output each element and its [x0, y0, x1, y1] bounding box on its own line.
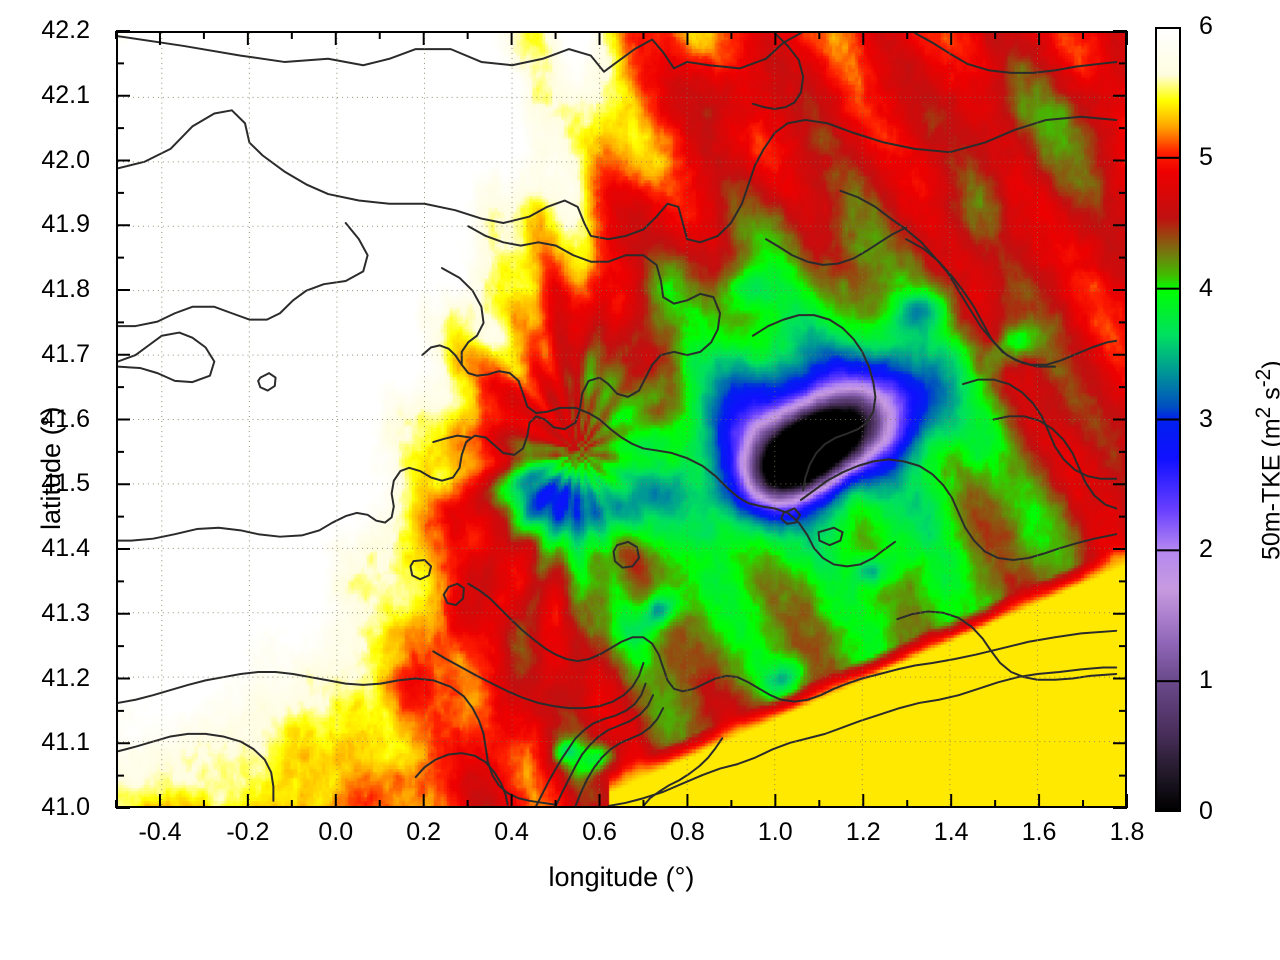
colorbar-tick-label: 0: [1199, 797, 1213, 825]
heatmap-plot-area: [116, 31, 1127, 808]
y-tick-label: 42.2: [41, 16, 90, 44]
y-tick-label: 41.5: [41, 469, 90, 498]
colorbar-gradient: [1157, 29, 1179, 810]
y-tick-label: 41.4: [41, 534, 90, 562]
y-tick-label: 41.6: [41, 404, 90, 433]
y-tick-label: 41.7: [41, 339, 90, 368]
x-tick-label: -0.2: [226, 818, 270, 846]
y-tick-label: 41.1: [41, 728, 90, 757]
x-tick-label: 1.2: [845, 818, 881, 846]
colorbar-title: 50m-TKE (m2 s-2): [1252, 360, 1280, 560]
colorbar-tick-label: 2: [1199, 535, 1213, 564]
x-tick-label: 0.2: [406, 818, 442, 846]
x-tick-label: 0.6: [582, 818, 617, 846]
y-tick-label: 41.2: [41, 663, 90, 692]
x-tick-label: 1.4: [933, 818, 969, 846]
x-tick-label: 0.0: [318, 818, 354, 846]
x-tick-label: 0.8: [670, 818, 705, 846]
y-axis-title: latitude (°): [36, 406, 66, 530]
colorbar-tick-label: 5: [1199, 142, 1213, 171]
y-tick-label: 42.0: [41, 145, 90, 174]
y-tick-label: 42.1: [41, 80, 90, 109]
colorbar-tick-label: 6: [1199, 12, 1213, 40]
colorbar-tick-label: 3: [1199, 404, 1213, 433]
x-tick-label: -0.4: [138, 818, 182, 846]
colorbar: [1155, 27, 1181, 812]
colorbar-tick-label: 4: [1199, 273, 1213, 302]
x-tick-label: 1.0: [757, 818, 793, 846]
x-tick-label: 1.8: [1109, 818, 1145, 846]
x-tick-label: 0.4: [494, 818, 529, 846]
y-tick-label: 41.0: [41, 793, 90, 821]
y-tick-label: 41.8: [41, 275, 90, 303]
x-axis-title: longitude (°): [548, 862, 695, 892]
x-tick-label: 1.6: [1021, 818, 1057, 846]
y-tick-label: 41.9: [41, 210, 90, 239]
colorbar-tick-label: 1: [1199, 666, 1213, 695]
terrain-contour-lines: [118, 33, 1118, 806]
y-tick-label: 41.3: [41, 598, 90, 627]
